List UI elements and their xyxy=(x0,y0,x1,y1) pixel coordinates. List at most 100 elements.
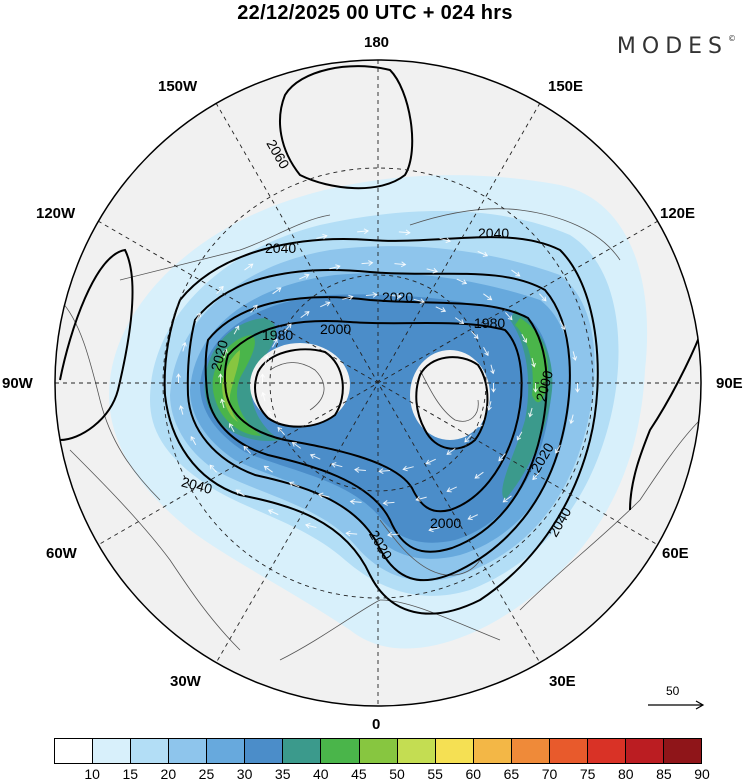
wind-arrow-head xyxy=(533,388,538,393)
contour-label-2020-b: 2020 xyxy=(208,338,232,372)
wind-arrow xyxy=(180,405,184,415)
wind-arrow-head xyxy=(491,388,496,393)
wind-arrow xyxy=(250,305,258,313)
wind-arrow xyxy=(316,235,327,239)
wind-arrow xyxy=(221,399,225,409)
wind-arrow-head xyxy=(276,287,282,293)
contour-label-2040-c: 2040 xyxy=(180,474,214,498)
lon-label-60w: 60W xyxy=(46,545,77,562)
wind-arrow xyxy=(503,495,512,503)
wind-arrow-head xyxy=(425,459,431,465)
coastlines xyxy=(59,208,701,661)
colorbar-tick-label: 10 xyxy=(84,766,100,782)
colorbar-cell xyxy=(131,739,170,763)
wind-arrow-head xyxy=(432,267,439,274)
wind-arrow-head xyxy=(283,245,289,252)
wind-arrow-head xyxy=(317,492,324,499)
wind-arrow-head xyxy=(263,465,269,471)
colorbar-cell xyxy=(511,739,550,763)
colorbar-tick-label: 60 xyxy=(465,766,482,782)
wind-arrow xyxy=(320,301,330,308)
colorbar-cell xyxy=(549,739,588,763)
colorbar-cell xyxy=(397,739,436,763)
wind-arrow xyxy=(488,401,492,411)
contour-2040-west xyxy=(59,248,134,441)
wind-arrow-head xyxy=(220,398,225,404)
colorbar-tick-label: 45 xyxy=(351,766,367,782)
wind-arrow-head xyxy=(248,263,254,269)
lon-label-90e: 90E xyxy=(716,375,743,392)
wind-arrow xyxy=(468,514,478,520)
lon-label-30e: 30E xyxy=(549,673,576,690)
wind-arrow-head xyxy=(182,341,187,347)
wind-arrow-head xyxy=(218,373,223,378)
wind-shade-40 xyxy=(212,335,262,436)
wind-arrow-head xyxy=(502,497,508,503)
wind-arrow xyxy=(209,464,217,473)
wind-arrow xyxy=(521,333,527,343)
wind-arrow-head xyxy=(261,391,266,397)
contour-inner-east xyxy=(415,356,489,450)
wind-arrow xyxy=(446,447,456,455)
wind-arrow-head xyxy=(478,422,483,428)
wind-arrow-head xyxy=(243,445,249,451)
wind-arrow xyxy=(435,306,446,312)
wind-arrow-head xyxy=(176,373,181,378)
wind-arrow xyxy=(243,446,251,454)
wind-arrow xyxy=(182,342,186,352)
wind-arrow xyxy=(398,231,410,234)
contour-label-2040-a: 2040 xyxy=(265,240,296,256)
colorbar-tick-label: 65 xyxy=(503,766,520,782)
wind-arrow-head xyxy=(428,526,434,533)
wind-arrow-head xyxy=(209,464,215,470)
wind-arrow-head xyxy=(446,487,452,493)
colorbar-cell xyxy=(93,739,132,763)
wind-arrow-head xyxy=(234,325,240,331)
wind-arrow xyxy=(383,501,395,504)
colorbar-cell xyxy=(435,739,474,763)
wind-arrow xyxy=(447,486,457,492)
wind-arrow-head xyxy=(405,229,411,236)
wind-arrow xyxy=(244,263,253,271)
contour-label-1980-a: 1980 xyxy=(262,327,293,343)
colorbar-cell xyxy=(245,739,284,763)
wind-arrow-head xyxy=(196,312,201,318)
wind-arrow xyxy=(387,533,399,536)
wind-arrow xyxy=(277,427,285,436)
vortex-core-west xyxy=(250,343,350,427)
wind-arrow xyxy=(331,463,343,468)
wind-arrow xyxy=(474,471,484,479)
wind-arrow xyxy=(262,392,266,402)
wind-speed-colorbar xyxy=(54,738,702,764)
reference-vector-value: 50 xyxy=(666,684,680,698)
wind-arrow xyxy=(426,458,436,465)
modes-logo: MODES© xyxy=(617,34,736,59)
wind-arrow xyxy=(477,250,488,257)
lon-label-30w: 30W xyxy=(170,673,201,690)
wind-shade-45 xyxy=(222,350,240,422)
wind-arrow xyxy=(267,410,273,420)
colorbar-cell xyxy=(625,739,664,763)
wind-arrow-head xyxy=(386,531,393,538)
wind-arrow xyxy=(456,278,467,284)
wind-arrow xyxy=(454,317,464,324)
wind-arrow-head xyxy=(178,405,184,410)
wind-arrow xyxy=(300,311,310,319)
wind-arrow-head xyxy=(561,325,566,331)
wind-arrow xyxy=(289,482,300,488)
wind-arrow xyxy=(490,364,494,374)
wind-arrow xyxy=(292,442,302,449)
colorbar-tick-label: 15 xyxy=(122,766,139,782)
wind-arrow xyxy=(284,323,292,332)
wind-arrow xyxy=(439,237,451,242)
lon-label-150w: 150W xyxy=(158,78,198,95)
wind-arrow xyxy=(478,418,484,428)
contour-2040-east xyxy=(629,334,701,511)
wind-arrow-head xyxy=(402,465,408,472)
brand-name: MODES xyxy=(616,34,728,59)
wind-arrow-head xyxy=(291,441,297,447)
colorbar-tick-label: 20 xyxy=(160,766,177,782)
wind-arrow xyxy=(483,346,489,356)
wind-arrow xyxy=(531,357,535,367)
